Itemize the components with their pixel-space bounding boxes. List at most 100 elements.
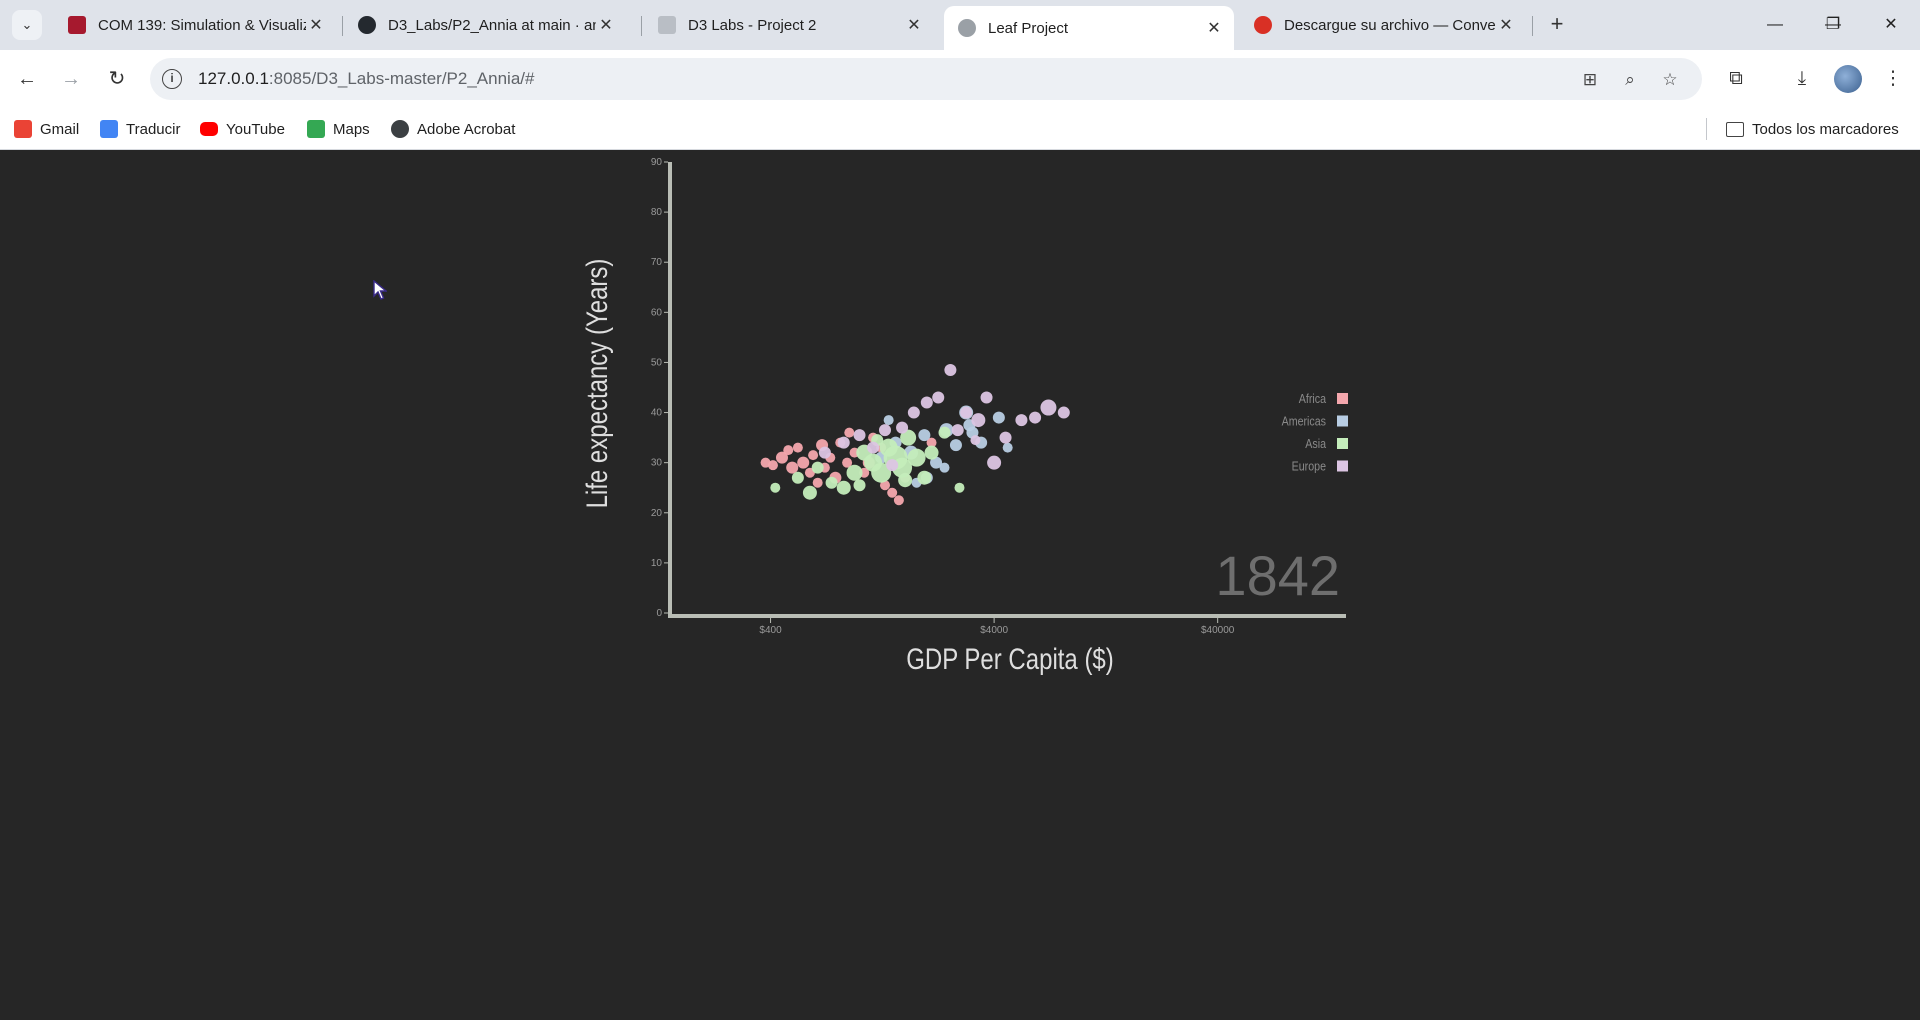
data-point (812, 477, 823, 488)
bookmarks-separator (1706, 118, 1707, 140)
site-info-icon[interactable]: i (162, 69, 182, 89)
data-point (871, 462, 892, 483)
bookmark-label: Adobe Acrobat (417, 120, 516, 138)
bookmark-gmail[interactable]: Gmail (14, 116, 79, 142)
maps-icon (307, 120, 325, 138)
data-point (987, 455, 1002, 470)
tab-title: D3 Labs - Project 2 (688, 16, 817, 34)
data-point (1029, 411, 1042, 424)
legend-swatch (1337, 438, 1348, 449)
gapminder-chart: 1842 0 10 20 30 40 50 60 70 80 90 $400 $4000 $40000 GD… (579, 157, 1348, 676)
data-point (918, 429, 931, 442)
bookmark-youtube[interactable]: YouTube (200, 116, 285, 142)
data-point (853, 429, 866, 442)
minimize-button[interactable]: — (1810, 10, 1856, 40)
x-tick-label: $4000 (980, 625, 1008, 636)
y-tick-label: 50 (651, 357, 663, 368)
tab-title: Descargue su archivo — Conve (1284, 16, 1496, 34)
data-point (802, 485, 817, 500)
data-point (786, 461, 799, 474)
profile-avatar[interactable] (1834, 65, 1862, 93)
data-point (949, 439, 962, 452)
data-point (992, 411, 1005, 424)
data-point (775, 451, 788, 464)
bookmarks-bar: Gmail Traducir YouTube Maps Adobe Acroba… (0, 108, 1920, 150)
convertio-icon (1254, 16, 1272, 34)
download-icon[interactable]: ⤓ (1797, 68, 1807, 89)
y-tick-label: 30 (651, 458, 663, 469)
legend-label: Europe (1292, 458, 1327, 473)
translate-page-icon[interactable]: ⊞ (1582, 70, 1598, 89)
x-tick-label: $400 (759, 625, 782, 636)
tab-separator (342, 16, 343, 36)
tab-search-button[interactable]: ⌄ (12, 10, 42, 40)
data-point (811, 461, 824, 474)
y-tick-label: 0 (656, 608, 662, 619)
all-bookmarks-folder[interactable]: Todos los marcadores (1726, 116, 1899, 142)
translate-icon (100, 120, 118, 138)
close-icon[interactable]: ✕ (1207, 20, 1221, 37)
data-point (792, 442, 803, 453)
data-point (960, 406, 973, 419)
y-tick-label: 90 (651, 157, 663, 168)
data-point (1015, 414, 1028, 427)
bookmark-maps[interactable]: Maps (307, 116, 370, 142)
menu-kebab-icon[interactable]: ⋮ (1883, 68, 1903, 89)
year-label: 1842 (1215, 544, 1340, 607)
bookmark-traducir[interactable]: Traducir (100, 116, 180, 142)
data-point (818, 446, 831, 459)
close-icon[interactable]: ✕ (907, 17, 921, 34)
data-point (980, 391, 993, 404)
github-icon (358, 16, 376, 34)
tab-com139[interactable]: COM 139: Simulation & Visualiz ✕ (54, 8, 336, 42)
url-host: 127.0.0.1 (198, 69, 269, 88)
legend-swatch (1337, 415, 1348, 427)
restore-icon: ❐ (1825, 16, 1841, 33)
gmail-icon (14, 120, 32, 138)
legend-label: Africa (1299, 391, 1327, 406)
arrow-left-icon: ← (17, 68, 37, 90)
close-icon[interactable]: ✕ (1499, 17, 1513, 34)
legend-label: Americas (1282, 413, 1326, 428)
bookmark-label: Maps (333, 120, 370, 138)
address-bar[interactable]: i 127.0.0.1:8085/D3_Labs-master/P2_Annia… (150, 58, 1702, 100)
data-point (837, 436, 850, 449)
tab-descargue[interactable]: Descargue su archivo — Conve ✕ (1240, 8, 1526, 42)
data-point (878, 424, 891, 437)
folder-icon (1726, 121, 1744, 137)
reload-button[interactable]: ↻ (102, 64, 132, 94)
bookmark-adobe-acrobat[interactable]: Adobe Acrobat (391, 116, 515, 142)
data-point (970, 435, 981, 446)
tab-d3-labs[interactable]: D3 Labs - Project 2 ✕ (644, 8, 934, 42)
data-point (808, 450, 819, 461)
win-minimize[interactable]: — (1752, 10, 1798, 40)
bookmark-label: Gmail (40, 120, 80, 138)
tab-strip: ⌄ COM 139: Simulation & Visualiz ✕ D3_La… (0, 0, 1920, 50)
data-point (930, 456, 943, 469)
data-point (836, 480, 851, 495)
data-point (853, 479, 866, 492)
win-restore[interactable]: ❐ (1810, 10, 1856, 40)
win-close[interactable]: ✕ (1868, 10, 1914, 40)
data-point (791, 471, 804, 484)
zoom-icon[interactable]: ⌕ (1625, 70, 1635, 89)
forward-button[interactable]: → (56, 64, 86, 94)
close-icon[interactable]: ✕ (599, 17, 613, 34)
close-icon[interactable]: ✕ (309, 17, 323, 34)
bookmark-star-icon[interactable]: ☆ (1662, 70, 1678, 89)
globe-icon (958, 19, 976, 37)
close-icon: ✕ (1884, 16, 1898, 33)
legend-label: Asia (1305, 436, 1326, 451)
data-point (932, 391, 945, 404)
address-url[interactable]: 127.0.0.1:8085/D3_Labs-master/P2_Annia/# (198, 69, 534, 89)
tab-github[interactable]: D3_Labs/P2_Annia at main · anı ✕ (344, 8, 626, 42)
tab-leaf-project[interactable]: Leaf Project ✕ (944, 6, 1234, 50)
legend-swatch (1337, 460, 1348, 472)
new-tab-button[interactable]: + (1550, 11, 1564, 36)
data-point (893, 495, 904, 506)
data-point (917, 470, 932, 485)
back-button[interactable]: ← (12, 64, 42, 94)
minimize-icon: — (1825, 16, 1841, 33)
data-point (783, 445, 794, 456)
extensions-icon[interactable]: ⧉ (1729, 68, 1743, 89)
